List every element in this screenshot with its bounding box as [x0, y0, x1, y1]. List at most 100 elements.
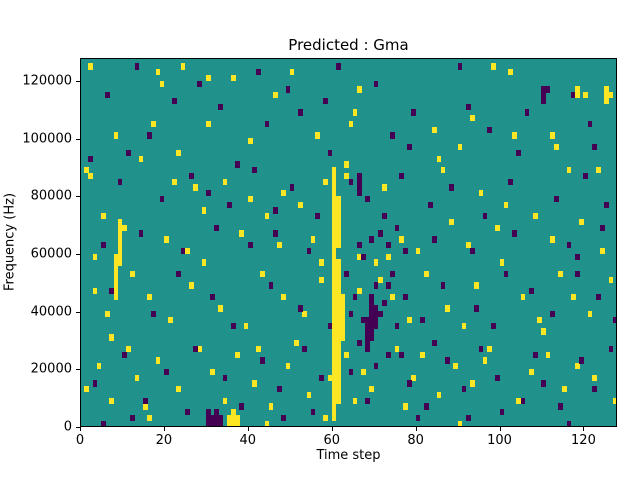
heatmap-cell: [356, 172, 362, 180]
heatmap-cell: [390, 270, 396, 278]
heatmap-cell: [113, 276, 119, 283]
heatmap-cell: [373, 322, 379, 329]
heatmap-cell: [272, 230, 278, 237]
heatmap-cell: [88, 63, 94, 70]
chart-title: Predicted : Gma: [288, 36, 409, 54]
heatmap-cell: [281, 190, 287, 197]
heatmap-cell: [268, 403, 274, 410]
heatmap-cell: [331, 351, 337, 358]
heatmap-cell: [180, 247, 186, 255]
y-tick-mark: [76, 369, 80, 371]
heatmap-cell: [130, 414, 136, 422]
heatmap-cell: [281, 293, 287, 301]
heatmap-cell: [541, 97, 547, 105]
x-tick-mark: [331, 427, 333, 431]
x-tick-mark: [247, 427, 249, 431]
heatmap-cell: [176, 270, 182, 278]
heatmap-cell: [499, 409, 505, 416]
heatmap-cell: [331, 340, 337, 347]
heatmap-cell: [298, 109, 303, 116]
heatmap-cell: [369, 293, 375, 301]
heatmap-cell: [356, 190, 362, 197]
heatmap-cell: [558, 270, 563, 278]
heatmap-cell: [449, 184, 454, 191]
heatmap-cell: [461, 386, 467, 393]
heatmap-cell: [331, 357, 337, 364]
y-tick-label: 120000: [22, 73, 72, 89]
heatmap-cell: [365, 328, 370, 335]
heatmap-cell: [210, 420, 215, 427]
heatmap-cell: [398, 172, 404, 180]
heatmap-cell: [96, 363, 102, 370]
heatmap-cell: [545, 86, 551, 93]
heatmap-cell: [327, 322, 333, 329]
heatmap-cell: [587, 311, 593, 318]
heatmap-cell: [226, 414, 232, 422]
heatmap-cell: [126, 345, 131, 353]
heatmap-cell: [264, 213, 270, 220]
heatmap-cell: [197, 80, 203, 87]
heatmap-cell: [147, 414, 152, 422]
heatmap-cell: [335, 328, 341, 335]
heatmap-cell: [382, 184, 387, 191]
heatmap-cell: [231, 409, 236, 416]
heatmap-cell: [335, 242, 341, 249]
heatmap-cell: [520, 397, 526, 404]
y-axis-label: Frequency (Hz): [2, 192, 18, 292]
heatmap-cell: [92, 253, 98, 260]
heatmap-cell: [361, 253, 366, 260]
heatmap-cell: [113, 259, 119, 266]
plot-area: [80, 58, 617, 427]
x-tick-mark: [80, 427, 81, 431]
heatmap-cell: [344, 161, 349, 168]
heatmap-cell: [478, 190, 484, 197]
heatmap-cell: [88, 172, 94, 180]
heatmap-cell: [390, 132, 396, 139]
heatmap-cell: [235, 420, 240, 427]
heatmap-cell: [331, 253, 337, 260]
x-tick-label: 100: [487, 433, 512, 448]
heatmap-cell: [604, 86, 610, 93]
y-tick-mark: [76, 427, 80, 428]
heatmap-cell: [356, 86, 362, 93]
heatmap-cell: [377, 311, 383, 318]
heatmap-cell: [382, 213, 387, 220]
heatmap-cell: [331, 409, 337, 416]
heatmap-cell: [495, 374, 501, 381]
heatmap-cell: [365, 195, 370, 203]
heatmap-cell: [331, 230, 337, 237]
heatmap-cell: [575, 92, 580, 99]
heatmap-cell: [226, 420, 232, 427]
heatmap-cell: [331, 391, 337, 399]
heatmap-cell: [365, 340, 370, 347]
heatmap-cell: [235, 414, 240, 422]
heatmap-cell: [285, 363, 291, 370]
heatmap-cell: [424, 270, 429, 278]
y-tick-label: 100000: [22, 131, 72, 147]
heatmap-cell: [465, 242, 471, 249]
heatmap-cell: [293, 340, 299, 347]
heatmap-cell: [600, 224, 605, 231]
heatmap-cell: [331, 403, 337, 410]
heatmap-cell: [344, 172, 349, 180]
heatmap-cell: [352, 397, 358, 404]
heatmap-cell: [503, 270, 509, 278]
heatmap-cell: [335, 340, 341, 347]
heatmap-cell: [331, 311, 337, 318]
heatmap-cell: [335, 368, 341, 376]
heatmap-cell: [604, 97, 610, 105]
heatmap-cell: [528, 288, 534, 295]
heatmap-cell: [596, 167, 601, 174]
heatmap-cell: [260, 270, 266, 278]
heatmap-cell: [340, 328, 345, 335]
heatmap-cell: [377, 276, 383, 283]
heatmap-cell: [193, 345, 198, 353]
heatmap-cell: [331, 293, 337, 301]
heatmap-cell: [600, 247, 605, 255]
heatmap-cell: [205, 409, 211, 416]
heatmap-cell: [205, 190, 211, 197]
heatmap-cell: [541, 92, 547, 99]
heatmap-cell: [369, 305, 375, 312]
heatmap-cell: [331, 288, 337, 295]
heatmap-cell: [562, 386, 568, 393]
